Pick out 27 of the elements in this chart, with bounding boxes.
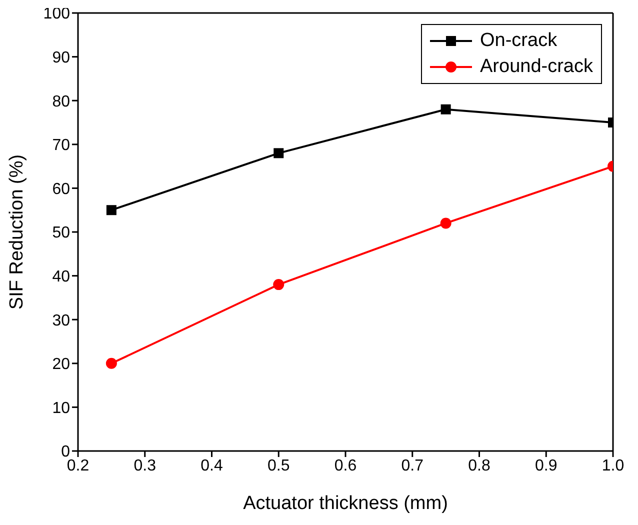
y-tick-label: 30 bbox=[52, 312, 70, 330]
point bbox=[440, 218, 452, 229]
x-tick-label: 0.7 bbox=[401, 457, 424, 474]
x-tick-label: 0.6 bbox=[334, 457, 357, 474]
legend-label: Around-crack bbox=[480, 56, 593, 78]
y-tick-label: 80 bbox=[52, 93, 70, 110]
point bbox=[274, 148, 284, 158]
y-tick-label: 60 bbox=[52, 180, 70, 198]
y-tick-label: 50 bbox=[52, 224, 70, 242]
legend-label: On-crack bbox=[480, 30, 558, 52]
point bbox=[106, 358, 117, 369]
y-tick-label: 10 bbox=[52, 400, 70, 417]
x-tick-label: 0.8 bbox=[468, 457, 490, 474]
x-tick-label: 1.0 bbox=[602, 457, 624, 474]
x-tick-label: 0.9 bbox=[535, 457, 558, 474]
y-tick-label: 40 bbox=[52, 268, 70, 286]
point bbox=[273, 279, 284, 290]
x-tick-label: 0.4 bbox=[200, 457, 223, 474]
y-axis-title: SIF Reduction (%) bbox=[6, 154, 28, 310]
point bbox=[440, 104, 451, 114]
y-tick-label: 20 bbox=[52, 356, 70, 374]
y-tick-label: 90 bbox=[52, 49, 70, 66]
x-tick-label: 0.5 bbox=[268, 457, 290, 474]
y-tick-label: 70 bbox=[52, 137, 70, 154]
point bbox=[106, 205, 116, 216]
x-tick-label: 0.3 bbox=[134, 457, 156, 474]
x-axis-title: Actuator thickness (mm) bbox=[243, 493, 448, 514]
